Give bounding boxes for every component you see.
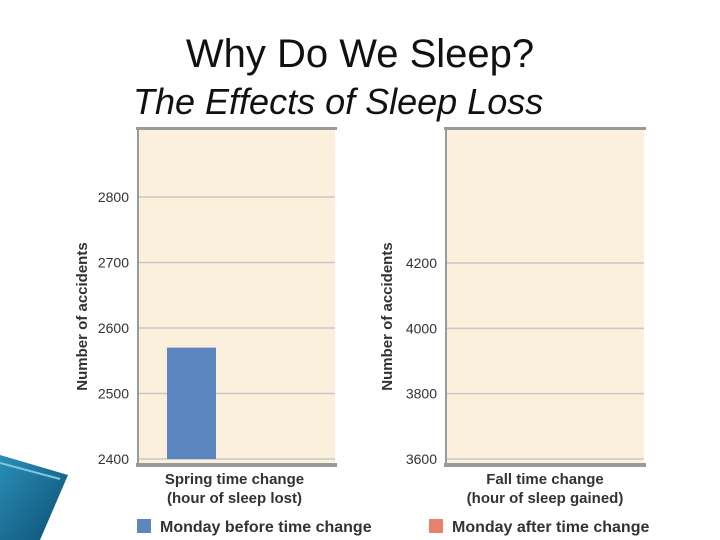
y-axis-label: Number of accidents <box>74 242 91 390</box>
y-tick-label: 4000 <box>406 320 437 336</box>
slide-title: Why Do We Sleep? <box>185 32 535 76</box>
x-category-label: (hour of sleep lost) <box>167 490 302 507</box>
x-category-label: (hour of sleep gained) <box>467 490 624 507</box>
legend-swatch-1 <box>137 519 151 533</box>
legend-label-2: Monday after time change <box>452 519 649 536</box>
slide-subtitle: The Effects of Sleep Loss <box>133 81 544 122</box>
x-axis-line <box>444 463 646 467</box>
corner-decoration <box>0 455 68 540</box>
y-tick-label: 2400 <box>98 451 129 467</box>
y-tick-label: 2500 <box>98 386 129 402</box>
legend-swatch-2 <box>429 519 443 533</box>
y-axis-label: Number of accidents <box>379 242 396 390</box>
x-category-label: Fall time change <box>486 471 604 488</box>
legend-label-1: Monday before time change <box>160 519 372 536</box>
y-tick-label: 2800 <box>98 189 129 205</box>
x-category-label: Spring time change <box>165 471 304 488</box>
plot-top-edge-1 <box>136 127 337 130</box>
y-tick-label: 4200 <box>406 255 437 271</box>
plot-top-edge-2 <box>444 127 646 130</box>
y-tick-label: 2600 <box>98 320 129 336</box>
y-tick-label: 3600 <box>406 451 437 467</box>
y-tick-label: 3800 <box>406 386 437 402</box>
x-axis-line <box>136 463 337 467</box>
y-tick-label: 2700 <box>98 255 129 271</box>
bar-1-monday-before-time-change <box>167 347 216 459</box>
plot-area-2 <box>446 130 644 463</box>
